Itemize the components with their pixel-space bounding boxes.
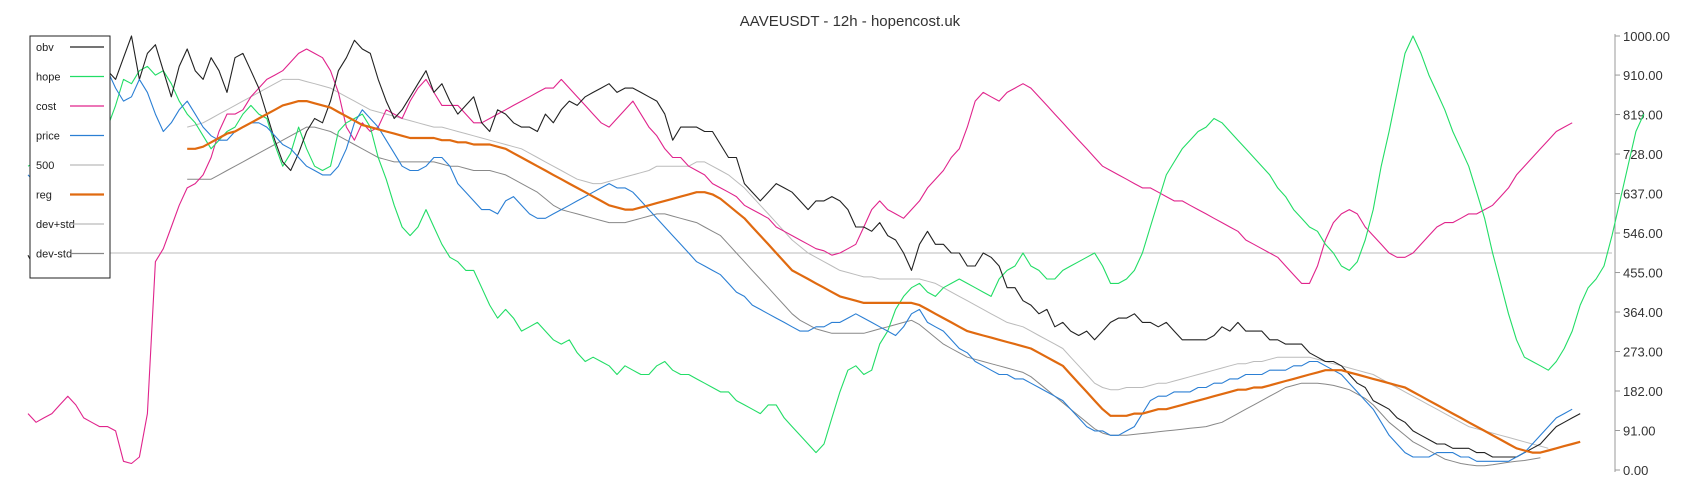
legend: obv hope cost price 500 reg dev+std dev-std [29, 35, 111, 279]
legend-entry-label: dev+std [36, 219, 75, 231]
y-tick-label: 91.00 [1623, 424, 1656, 439]
y-tick-label: 546.00 [1623, 226, 1663, 241]
legend-entry-label: 500 [36, 160, 54, 172]
series-line-reg [187, 100, 1581, 454]
y-tick-label: 1000.00 [1623, 29, 1670, 44]
series-line-price [27, 35, 1573, 462]
y-tick-label: 728.00 [1623, 147, 1663, 162]
legend-entry-label: reg [36, 190, 52, 202]
y-axis: 1000.00910.00819.00728.00637.00546.00455… [1614, 29, 1670, 478]
legend-entry-label: price [36, 131, 60, 143]
series-line-hope [27, 35, 1645, 454]
y-tick-label: 364.00 [1623, 305, 1663, 320]
series-line-cost [27, 48, 1573, 465]
legend-entry-label: dev-std [36, 249, 72, 261]
chart-title: AAVEUSDT - 12h - hopencost.uk [740, 13, 961, 30]
legend-entry-label: hope [36, 72, 60, 84]
series-line-obv [27, 35, 1581, 458]
y-tick-label: 910.00 [1623, 68, 1663, 83]
y-tick-label: 0.00 [1623, 463, 1648, 478]
series-layer [27, 35, 1645, 467]
y-tick-label: 182.00 [1623, 384, 1663, 399]
y-tick-label: 455.00 [1623, 266, 1663, 281]
legend-entry-label: obv [36, 42, 54, 54]
series-line-devplusstd [187, 78, 1549, 449]
y-tick-label: 637.00 [1623, 187, 1663, 202]
legend-entry-label: cost [36, 101, 56, 113]
y-tick-label: 273.00 [1623, 345, 1663, 360]
series-line-devminusstd [187, 126, 1541, 467]
